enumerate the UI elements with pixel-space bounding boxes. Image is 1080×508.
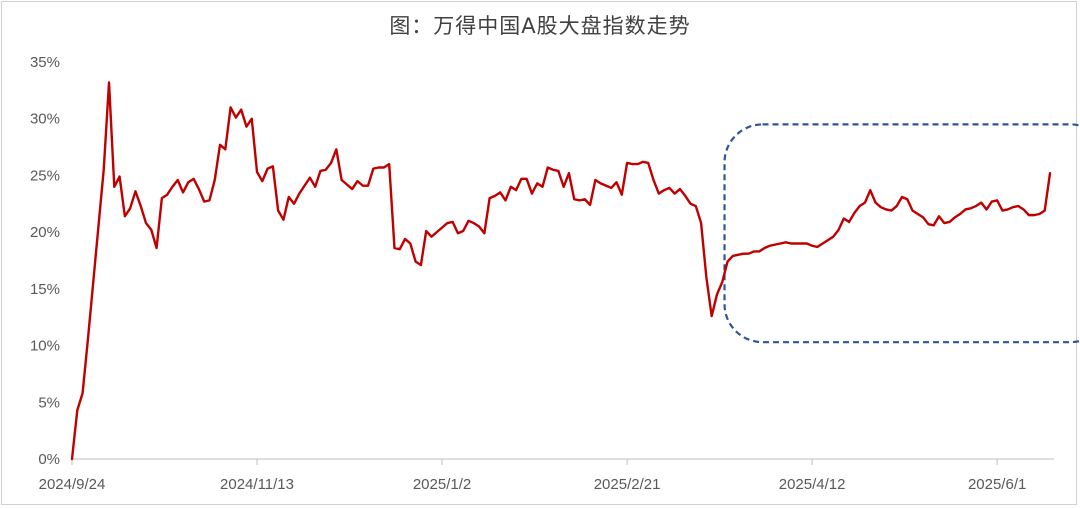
y-tick-label: 30%: [30, 111, 60, 128]
y-tick-label: 0%: [38, 451, 60, 468]
y-tick-label: 20%: [30, 224, 60, 241]
axes: 0% 5% 10% 15% 20% 25% 30% 35% 2024/9/24 2024/11/1…: [30, 54, 1054, 493]
chart-title: 图：万得中国A股大盘指数走势: [389, 14, 691, 38]
y-tick-label: 15%: [30, 281, 60, 298]
x-tick-label: 2025/6/1: [968, 476, 1026, 493]
annotation-layer: [723, 123, 1080, 344]
highlight-box: [723, 123, 1080, 344]
x-tick-label: 2024/11/13: [220, 476, 294, 493]
series-layer: [70, 81, 1052, 461]
y-tick-label: 35%: [30, 54, 60, 71]
x-tick-label: 2025/2/21: [594, 476, 661, 493]
y-tick-label: 5%: [38, 394, 60, 411]
x-tick-label: 2025/1/2: [413, 476, 471, 493]
y-tick-label: 10%: [30, 338, 60, 355]
y-tick-label: 25%: [30, 167, 60, 184]
x-tick-label: 2025/4/12: [779, 476, 846, 493]
x-tick-label: 2024/9/24: [39, 476, 106, 493]
series-line: [70, 81, 1052, 461]
